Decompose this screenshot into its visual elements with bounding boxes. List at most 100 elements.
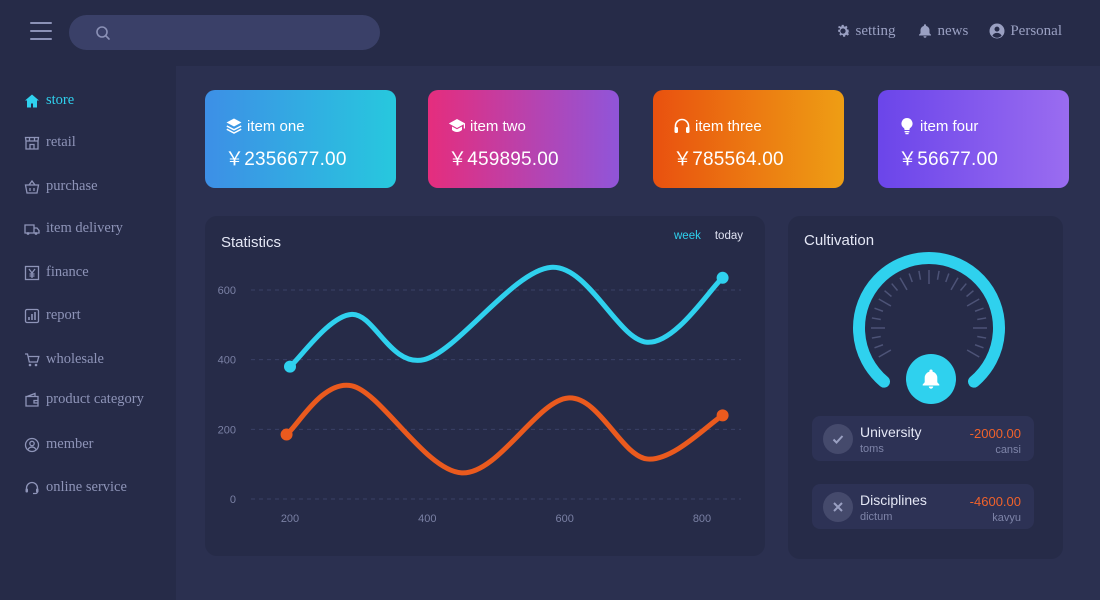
member-icon (24, 437, 40, 452)
sidebar-item-label: finance (46, 264, 89, 280)
shop-icon (24, 136, 40, 150)
card-title: item three (695, 117, 762, 135)
gauge-tick (908, 273, 913, 283)
personal-label: Personal (1010, 22, 1062, 39)
sidebar-item-label: report (46, 307, 81, 323)
sidebar-item-label: online service (46, 479, 127, 495)
headset-icon (25, 481, 39, 494)
sidebar-item-store[interactable]: store (24, 92, 74, 109)
transaction-name: Disciplines (860, 492, 927, 508)
series-start-point (280, 428, 293, 441)
cultivation-gauge (853, 252, 1005, 388)
sidebar-item-label: wholesale (46, 351, 104, 367)
lightbulb-icon (901, 118, 913, 135)
card-title: item two (470, 117, 526, 135)
statistics-line-chart: 0 200 400 600 200 400 600 800 (218, 264, 741, 525)
card-value: ￥785564.00 (673, 149, 784, 170)
sidebar-item-wholesale[interactable]: wholesale (24, 351, 104, 368)
sidebar-item-item-delivery[interactable]: item delivery (24, 220, 123, 237)
news-button[interactable]: news (916, 22, 969, 40)
gear-icon (837, 24, 850, 37)
x-tick-label: 800 (693, 513, 711, 525)
summary-card-item-four[interactable]: item four ￥56677.00 (878, 90, 1069, 188)
sidebar-item-product-category[interactable]: product category (24, 391, 144, 408)
hamburger-menu-icon[interactable] (30, 22, 52, 42)
gauge-tick (891, 283, 899, 291)
transaction-row-university[interactable]: University toms -2000.00 cansi (812, 416, 1034, 461)
sidebar-item-label: store (46, 92, 75, 108)
personal-button[interactable]: Personal (988, 22, 1062, 40)
cultivation-panel: Cultivation University toms -2000.00 can… (788, 216, 1063, 559)
user-icon (989, 23, 1005, 39)
gauge-tick (899, 277, 908, 291)
card-value: ￥459895.00 (448, 149, 559, 170)
x-tick-label: 400 (418, 513, 436, 525)
series-start-point (284, 360, 296, 373)
bell-icon (918, 24, 931, 38)
transaction-amount-note: cansi (995, 444, 1021, 456)
gauge-tick (959, 283, 967, 291)
setting-label: setting (855, 22, 896, 39)
news-label: news (937, 22, 969, 39)
cart-icon (25, 352, 40, 366)
transaction-row-disciplines[interactable]: Disciplines dictum -4600.00 kavyu (812, 484, 1034, 529)
gauge-tick (878, 349, 892, 358)
gauge-tick (884, 290, 892, 298)
gauge-tick (950, 277, 959, 291)
search-input[interactable] (120, 15, 370, 50)
transaction-name: University (860, 424, 922, 440)
gauge-tick (977, 317, 987, 321)
gauge-bell-button[interactable] (906, 354, 956, 404)
yen-icon (24, 265, 40, 280)
gauge-tick (871, 335, 881, 339)
gauge-tick (871, 317, 881, 321)
summary-card-item-one[interactable]: item one ￥2356677.00 (205, 90, 396, 188)
x-tick-label: 200 (281, 513, 299, 525)
gauge-tick (878, 298, 892, 307)
summary-card-item-two[interactable]: item two ￥459895.00 (428, 90, 619, 188)
gauge-tick (874, 307, 884, 312)
top-bar: setting news Personal (0, 0, 1100, 66)
sidebar-item-purchase[interactable]: purchase (24, 178, 98, 195)
summary-card-item-three[interactable]: item three ￥785564.00 (653, 90, 844, 188)
y-tick-label: 200 (218, 424, 236, 436)
gauge-tick (936, 270, 940, 280)
tab-today[interactable]: today (714, 230, 743, 242)
gauge-tick (974, 344, 984, 349)
series-end-point (716, 409, 729, 422)
sidebar-item-label: member (46, 436, 94, 452)
sidebar: store retail purchase item delivery fina… (0, 66, 176, 600)
y-tick-label: 400 (218, 355, 236, 367)
sidebar-item-label: item delivery (46, 220, 123, 236)
gauge-tick (974, 307, 984, 312)
gauge-arc (853, 252, 1005, 388)
layers-icon (226, 118, 242, 134)
headphones-icon (674, 118, 690, 133)
bell-icon (922, 369, 940, 389)
close-icon (823, 492, 853, 522)
y-tick-label: 600 (218, 285, 236, 297)
sidebar-item-label: product category (46, 391, 144, 407)
transaction-subtitle: dictum (860, 511, 893, 523)
sidebar-item-label: purchase (46, 178, 98, 194)
gauge-tick (977, 335, 987, 339)
report-icon (24, 308, 40, 323)
wallet-icon (25, 392, 39, 407)
sidebar-item-retail[interactable]: retail (24, 134, 76, 151)
transaction-subtitle: toms (860, 443, 884, 455)
gauge-tick (874, 344, 884, 349)
search-icon (96, 26, 110, 40)
sidebar-item-finance[interactable]: finance (24, 264, 89, 281)
gauge-tick (918, 270, 922, 280)
home-icon (25, 94, 39, 107)
transaction-amount: -4600.00 (969, 494, 1021, 509)
setting-button[interactable]: setting (834, 22, 896, 40)
gauge-tick (966, 298, 980, 307)
series-end-point (716, 271, 729, 284)
sidebar-item-member[interactable]: member (24, 436, 94, 453)
statistics-panel: 0 200 400 600 200 400 600 800 Statistics week t… (205, 216, 765, 556)
sidebar-item-report[interactable]: report (24, 307, 81, 324)
sidebar-item-online-service[interactable]: online service (24, 479, 127, 496)
tab-week[interactable]: week (674, 230, 701, 242)
transaction-amount-note: kavyu (992, 512, 1021, 524)
